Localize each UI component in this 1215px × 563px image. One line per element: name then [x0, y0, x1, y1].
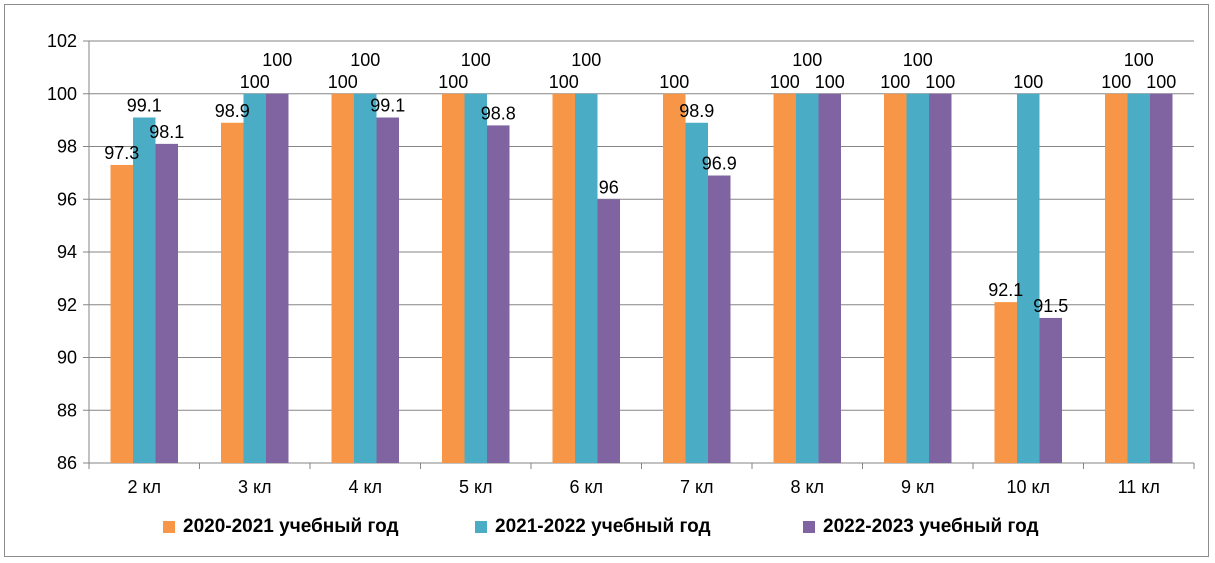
bar	[1127, 93, 1150, 463]
bar	[1039, 317, 1062, 463]
legend-label: 2020-2021 учебный год	[183, 516, 399, 537]
data-label: 100	[1146, 72, 1176, 92]
bar	[110, 164, 133, 463]
y-tick-label: 102	[47, 31, 77, 51]
data-label: 100	[240, 72, 270, 92]
data-label: 100	[770, 72, 800, 92]
data-label: 100	[925, 72, 955, 92]
data-label: 99.1	[370, 95, 405, 115]
bar	[994, 302, 1017, 463]
bar-chart: 86 88 90 92 94 96 98 100 102 2 кл 3 кл 4 кл 5 кл 6 кл…	[47, 31, 1195, 537]
data-label: 100	[903, 50, 933, 70]
x-tick-label: 11 кл	[1118, 477, 1160, 497]
bar	[708, 175, 731, 463]
x-tick-label: 5 кл	[459, 477, 493, 497]
bar	[331, 93, 354, 463]
legend-swatch	[803, 521, 815, 533]
bar	[929, 93, 952, 463]
bar	[266, 93, 289, 463]
bar	[575, 93, 598, 463]
bar	[663, 93, 686, 463]
bar	[685, 122, 708, 463]
x-tick-label: 7 кл	[680, 477, 714, 497]
data-label: 100	[461, 50, 491, 70]
x-tick-label: 9 кл	[901, 477, 935, 497]
data-label: 100	[438, 72, 468, 92]
chart-container: 86 88 90 92 94 96 98 100 102 2 кл 3 кл 4 кл 5 кл 6 кл…	[4, 4, 1209, 557]
bar	[133, 117, 156, 464]
data-label: 98.9	[679, 101, 714, 121]
bar	[464, 93, 487, 463]
bar	[597, 199, 620, 463]
data-label: 97.3	[104, 143, 139, 163]
bar	[155, 143, 178, 464]
y-tick-label: 98	[57, 137, 77, 157]
data-label: 100	[792, 50, 822, 70]
y-tick-label: 94	[57, 242, 77, 262]
bar	[1017, 93, 1040, 463]
x-tick-label: 6 кл	[569, 477, 603, 497]
bar	[354, 93, 377, 463]
y-tick-label: 88	[57, 400, 77, 420]
bar	[243, 93, 266, 463]
bar	[906, 93, 929, 463]
data-label: 92.1	[988, 280, 1023, 300]
legend-swatch	[163, 521, 175, 533]
data-label: 100	[659, 72, 689, 92]
x-tick-label: 8 кл	[790, 477, 824, 497]
bar	[221, 122, 244, 463]
data-label: 100	[350, 50, 380, 70]
bar	[552, 93, 575, 463]
data-label: 96.9	[702, 154, 737, 174]
data-label: 100	[815, 72, 845, 92]
legend-swatch	[475, 521, 487, 533]
bar	[773, 93, 796, 463]
x-tick-label: 4 кл	[348, 477, 382, 497]
data-label: 100	[549, 72, 579, 92]
bar	[818, 93, 841, 463]
data-label: 98.8	[481, 103, 516, 123]
y-tick-label: 90	[57, 348, 77, 368]
x-tick-label: 3 кл	[238, 477, 272, 497]
data-label: 91.5	[1033, 296, 1068, 316]
data-label: 98.1	[149, 122, 184, 142]
bar	[487, 125, 510, 464]
legend-label: 2021-2022 учебный год	[495, 516, 711, 537]
data-label: 100	[262, 50, 292, 70]
y-tick-label: 92	[57, 295, 77, 315]
legend-label: 2022-2023 учебный год	[823, 516, 1039, 537]
y-tick-label: 100	[47, 84, 77, 104]
data-label: 100	[328, 72, 358, 92]
data-label: 99.1	[127, 95, 162, 115]
bar	[376, 117, 399, 464]
bar	[1150, 93, 1173, 463]
y-tick-label: 96	[57, 189, 77, 209]
bar	[442, 93, 465, 463]
bar	[1105, 93, 1128, 463]
data-label: 100	[1124, 50, 1154, 70]
bar	[884, 93, 907, 463]
data-label: 98.9	[215, 101, 250, 121]
x-tick-label: 10 кл	[1006, 477, 1050, 497]
data-label: 100	[1013, 72, 1043, 92]
bar	[796, 93, 819, 463]
data-label: 96	[599, 177, 619, 197]
y-tick-label: 86	[57, 453, 77, 473]
data-label: 100	[880, 72, 910, 92]
x-tick-label: 2 кл	[127, 477, 161, 497]
data-label: 100	[1101, 72, 1131, 92]
data-label: 100	[571, 50, 601, 70]
